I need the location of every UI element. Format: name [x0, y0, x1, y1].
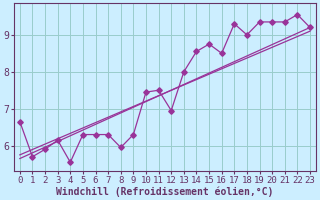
X-axis label: Windchill (Refroidissement éolien,°C): Windchill (Refroidissement éolien,°C)	[56, 186, 274, 197]
